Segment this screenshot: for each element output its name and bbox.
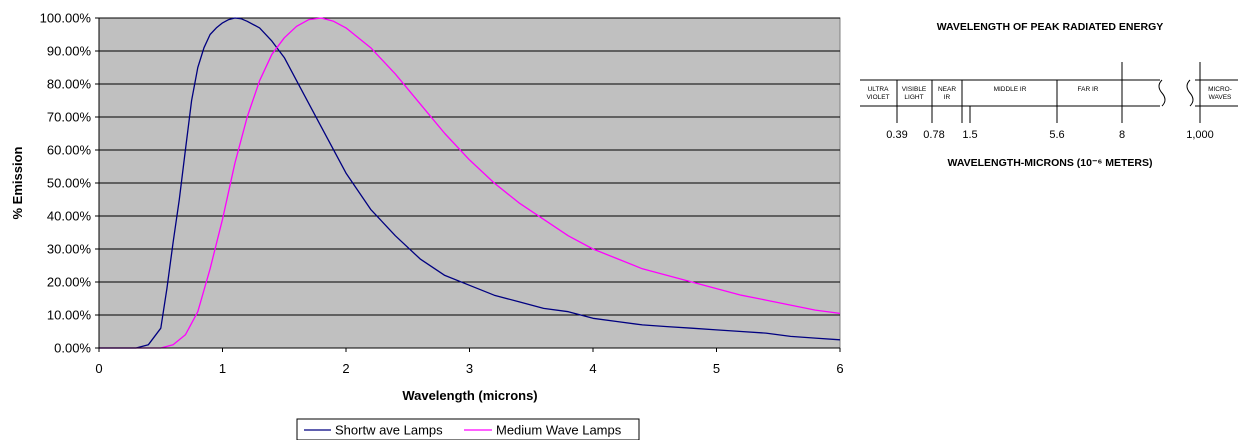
- x-axis-ticks: 0 1 2 3 4 5 6: [95, 348, 844, 376]
- y-axis-title: % Emission: [10, 146, 25, 219]
- y-tick-label: 60.00%: [47, 143, 92, 158]
- emission-chart: 0.00% 10.00% 20.00% 30.00% 40.00% 50.00% 60.00…: [10, 11, 844, 440]
- x-tick-label: 1: [219, 361, 226, 376]
- y-tick-label: 0.00%: [54, 341, 91, 356]
- spectrum-tick-3: 5.6: [1049, 129, 1064, 141]
- spectrum-tick-2: 1.5: [962, 129, 977, 141]
- legend-label-medium: Medium Wave Lamps: [496, 423, 622, 438]
- y-tick-label: 80.00%: [47, 77, 92, 92]
- y-tick-label: 100.00%: [40, 11, 92, 26]
- y-tick-label: 50.00%: [47, 176, 92, 191]
- spectrum-tick-5: 1,000: [1186, 129, 1214, 141]
- spectrum-diagram: WAVELENGTH OF PEAK RADIATED ENERGY ULTRA…: [860, 21, 1238, 169]
- band-far-ir: FAR IR: [1078, 86, 1099, 93]
- spectrum-tick-0: 0.39: [886, 129, 907, 141]
- y-tick-label: 20.00%: [47, 275, 92, 290]
- band-visible-line2: LIGHT: [904, 94, 923, 101]
- spectrum-band-bar: [860, 62, 1238, 123]
- grid-lines: [99, 17, 840, 316]
- band-microwaves-line1: MICRO-: [1208, 86, 1232, 93]
- band-microwaves-line2: WAVES: [1209, 94, 1232, 101]
- spectrum-tick-4: 8: [1119, 129, 1125, 141]
- legend-label-shortwave: Shortw ave Lamps: [335, 423, 443, 438]
- x-tick-label: 3: [466, 361, 473, 376]
- series-line-shortwave: [99, 17, 841, 349]
- x-tick-label: 5: [713, 361, 720, 376]
- spectrum-axis-label: WAVELENGTH-MICRONS (10⁻⁶ METERS): [947, 157, 1152, 169]
- band-ultraviolet-line1: ULTRA: [868, 86, 889, 93]
- series-layer: [99, 17, 841, 349]
- spectrum-title: WAVELENGTH OF PEAK RADIATED ENERGY: [937, 21, 1164, 33]
- x-tick-label: 2: [342, 361, 349, 376]
- band-near-ir-line2: IR: [944, 94, 951, 101]
- x-axis-title: Wavelength (microns): [402, 388, 537, 403]
- x-tick-label: 0: [95, 361, 102, 376]
- y-axis-ticks: 0.00% 10.00% 20.00% 30.00% 40.00% 50.00% 60.00…: [40, 11, 99, 356]
- band-ultraviolet-line2: VIOLET: [866, 94, 889, 101]
- y-tick-label: 10.00%: [47, 308, 92, 323]
- y-tick-label: 90.00%: [47, 44, 92, 59]
- y-tick-label: 70.00%: [47, 110, 92, 125]
- band-visible-line1: VISIBLE: [902, 86, 927, 93]
- y-tick-label: 40.00%: [47, 209, 92, 224]
- series-line-medium-wave: [99, 17, 841, 349]
- band-near-ir-line1: NEAR: [938, 86, 956, 93]
- x-tick-label: 6: [836, 361, 843, 376]
- axis-break-icon: [1158, 79, 1194, 107]
- x-tick-label: 4: [589, 361, 596, 376]
- band-middle-ir: MIDDLE IR: [994, 86, 1027, 93]
- legend: Shortw ave Lamps Medium Wave Lamps: [296, 418, 640, 440]
- spectrum-tick-1: 0.78: [923, 129, 944, 141]
- y-tick-label: 30.00%: [47, 242, 92, 257]
